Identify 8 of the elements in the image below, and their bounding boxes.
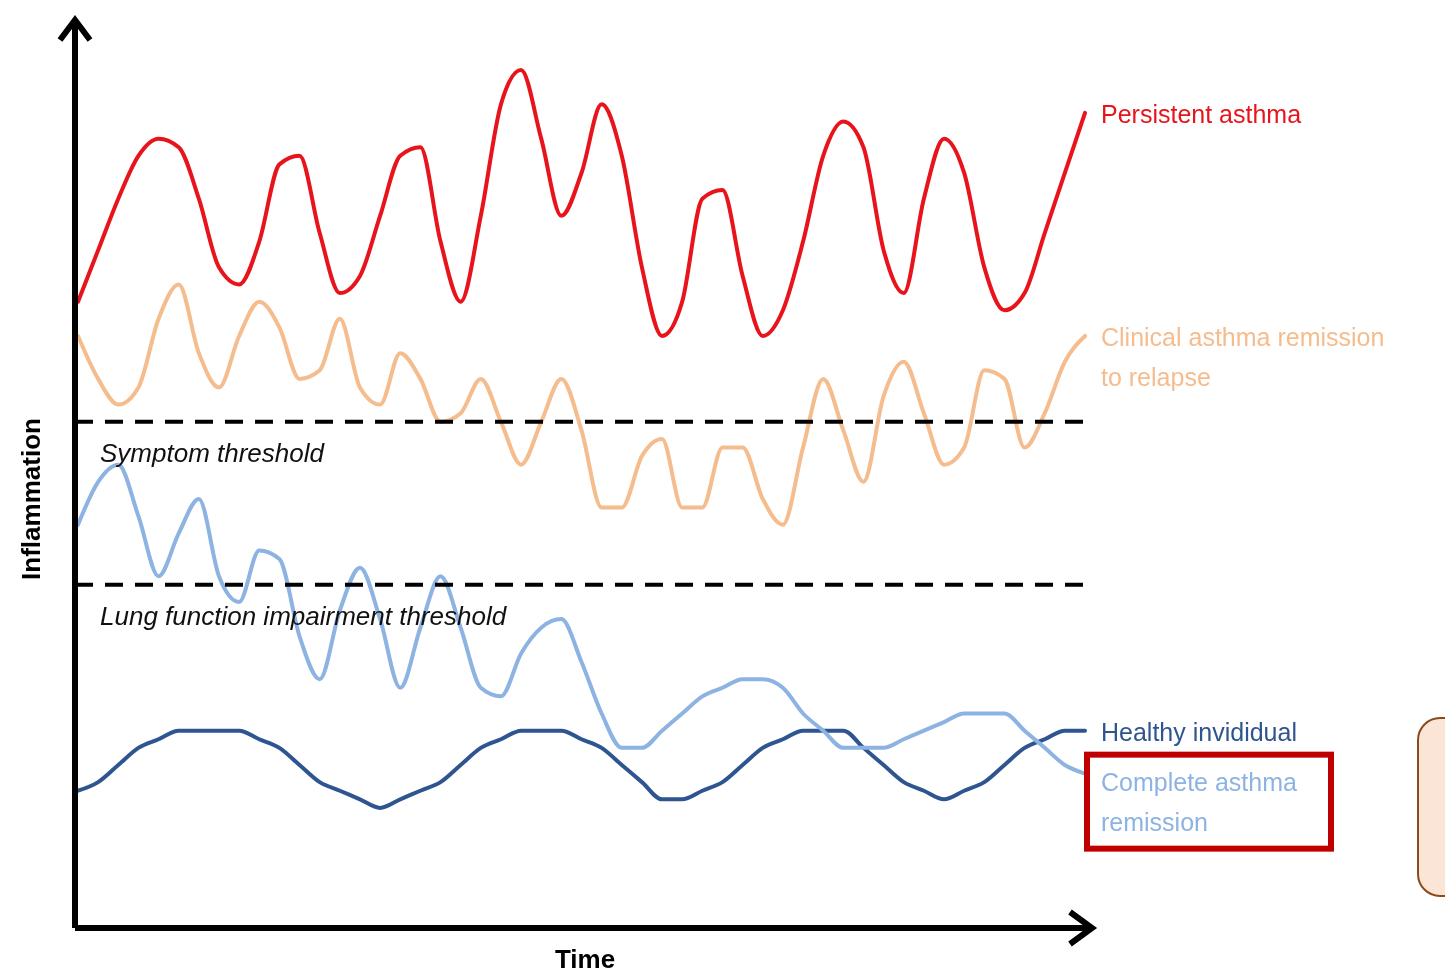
ref-line-label: Lung function impairment threshold: [100, 600, 508, 631]
ref-line-label: Symptom threshold: [100, 437, 326, 468]
series-label: Clinical asthma remission to relapse: [1101, 322, 1385, 391]
series-label: Persistent asthma: [1101, 99, 1302, 128]
series-label: Complete asthma remission: [1101, 767, 1298, 836]
x-axis-title: Time: [554, 944, 616, 974]
y-axis-title: Inflammation: [16, 418, 46, 580]
series-label: Healthy invididual: [1101, 717, 1297, 746]
